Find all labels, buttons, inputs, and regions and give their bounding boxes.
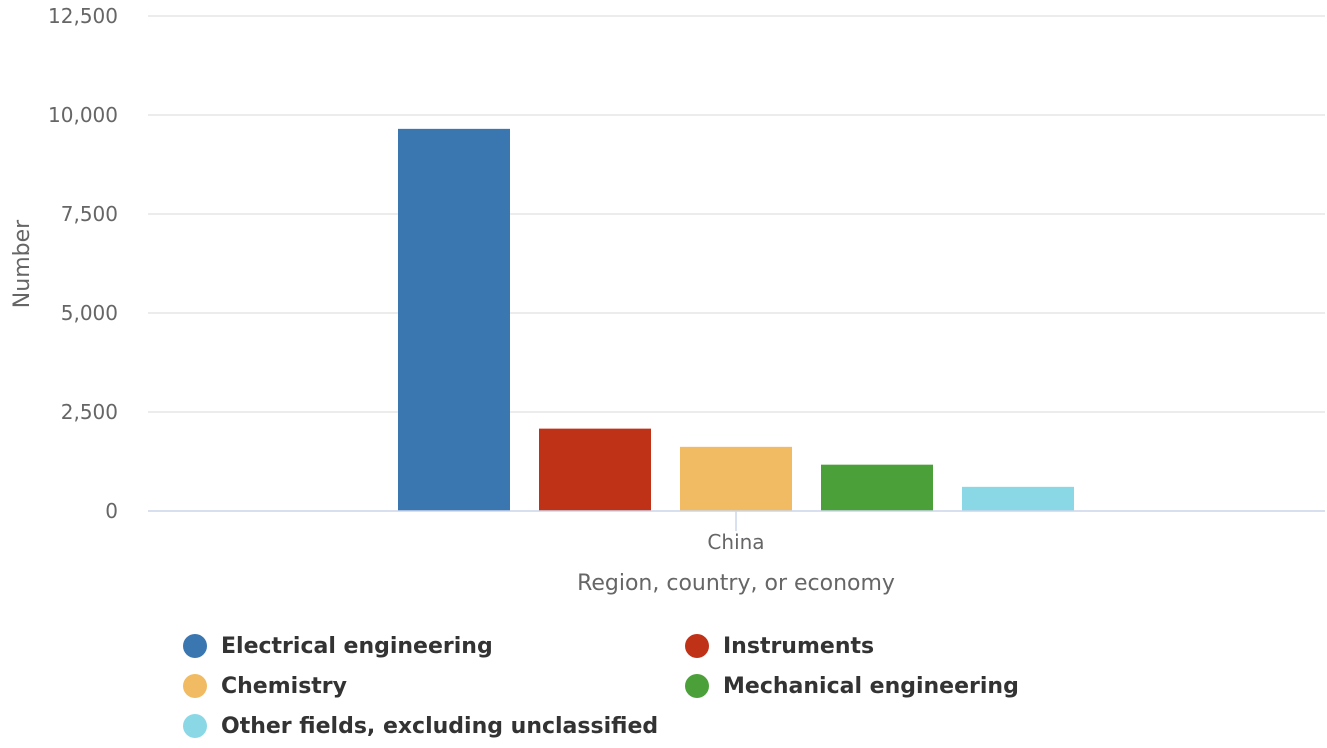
legend: Electrical engineering Instruments Chemi… bbox=[183, 632, 1183, 740]
legend-dot-other-fields bbox=[183, 714, 207, 738]
legend-label-mechanical-engineering: Mechanical engineering bbox=[723, 673, 1019, 699]
legend-item-electrical-engineering[interactable]: Electrical engineering bbox=[183, 632, 685, 660]
legend-item-mechanical-engineering[interactable]: Mechanical engineering bbox=[685, 672, 1165, 700]
bar-chemistry[interactable] bbox=[680, 446, 792, 511]
legend-item-chemistry[interactable]: Chemistry bbox=[183, 672, 685, 700]
bars bbox=[398, 128, 1074, 512]
y-tick-label: 0 bbox=[105, 499, 118, 523]
y-tick-label: 2,500 bbox=[61, 400, 118, 424]
y-axis-title: Number bbox=[10, 219, 35, 308]
legend-dot-mechanical-engineering bbox=[685, 674, 709, 698]
legend-dot-instruments bbox=[685, 634, 709, 658]
legend-dot-chemistry bbox=[183, 674, 207, 698]
bar-electrical-engineering[interactable] bbox=[398, 128, 510, 512]
legend-item-instruments[interactable]: Instruments bbox=[685, 632, 1165, 660]
y-tick-label: 12,500 bbox=[48, 4, 118, 28]
x-tick-label-china: China bbox=[707, 530, 764, 554]
y-axis-ticks: 0 2,500 5,000 7,500 10,000 12,500 bbox=[48, 4, 118, 523]
bar-chart: 0 2,500 5,000 7,500 10,000 12,500 China Regio… bbox=[10, 4, 1325, 596]
bar-mechanical-engineering[interactable] bbox=[821, 464, 933, 511]
y-tick-label: 10,000 bbox=[48, 103, 118, 127]
legend-label-instruments: Instruments bbox=[723, 633, 875, 659]
bar-other-fields-excluding-unclassified[interactable] bbox=[962, 486, 1074, 511]
legend-item-other-fields[interactable]: Other fields, excluding unclassified bbox=[183, 712, 685, 740]
bar-instruments[interactable] bbox=[539, 428, 651, 511]
legend-label-chemistry: Chemistry bbox=[221, 673, 347, 699]
legend-label-electrical-engineering: Electrical engineering bbox=[221, 633, 493, 659]
gridlines bbox=[148, 15, 1325, 413]
legend-label-other-fields: Other fields, excluding unclassified bbox=[221, 713, 659, 739]
legend-dot-electrical-engineering bbox=[183, 634, 207, 658]
x-axis-title: Region, country, or economy bbox=[577, 571, 895, 596]
y-tick-label: 5,000 bbox=[61, 301, 118, 325]
y-tick-label: 7,500 bbox=[61, 202, 118, 226]
